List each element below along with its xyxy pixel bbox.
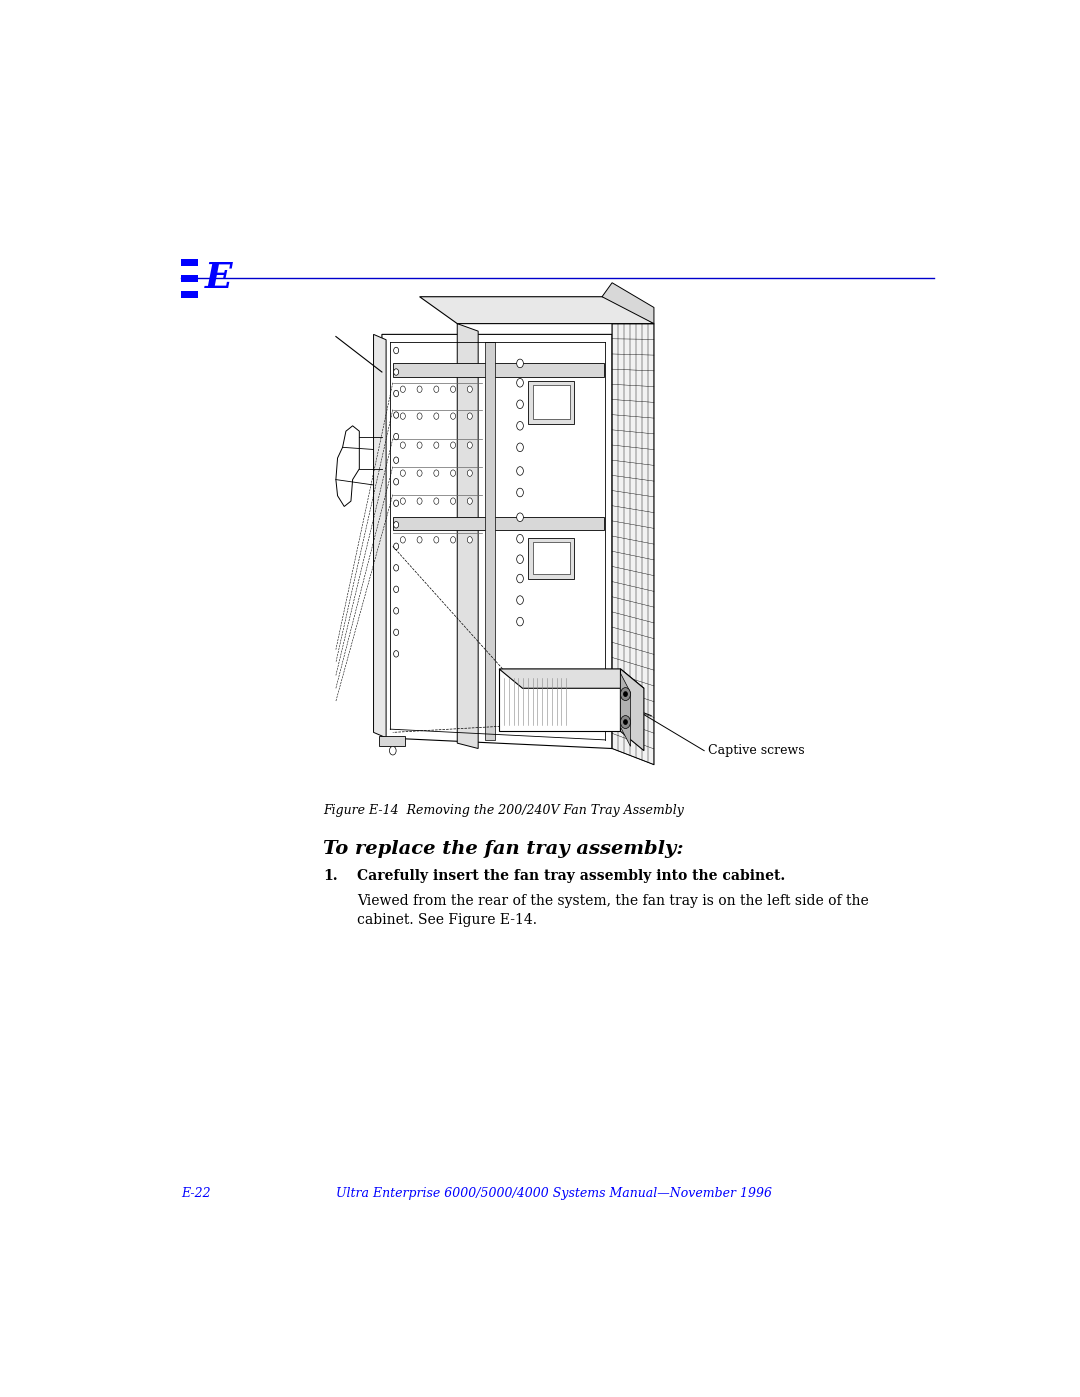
Polygon shape (620, 669, 644, 750)
Circle shape (393, 564, 399, 571)
Circle shape (434, 441, 438, 448)
Circle shape (393, 390, 399, 397)
Text: E-22: E-22 (181, 1187, 211, 1200)
Circle shape (516, 617, 524, 626)
Bar (528, 538, 575, 578)
Circle shape (468, 386, 472, 393)
Polygon shape (382, 334, 612, 749)
Circle shape (417, 414, 422, 419)
Circle shape (417, 536, 422, 543)
Circle shape (624, 719, 627, 724)
Circle shape (450, 441, 456, 448)
Circle shape (624, 692, 627, 696)
Circle shape (468, 414, 472, 419)
Circle shape (434, 469, 438, 476)
Circle shape (516, 379, 524, 387)
Polygon shape (612, 324, 653, 764)
Circle shape (516, 400, 524, 408)
Circle shape (516, 422, 524, 430)
Bar (379, 736, 405, 746)
Circle shape (393, 433, 399, 440)
Circle shape (401, 497, 405, 504)
Circle shape (450, 469, 456, 476)
Circle shape (434, 386, 438, 393)
Bar (532, 386, 570, 419)
Circle shape (516, 488, 524, 497)
Text: Ultra Enterprise 6000/5000/4000 Systems Manual—November 1996: Ultra Enterprise 6000/5000/4000 Systems … (336, 1187, 771, 1200)
Bar (532, 542, 570, 574)
Circle shape (390, 746, 396, 754)
Polygon shape (457, 324, 478, 749)
Text: Figure E-14  Removing the 200/240V Fan Tray Assembly: Figure E-14 Removing the 200/240V Fan Tr… (323, 805, 685, 817)
Circle shape (620, 715, 631, 728)
Circle shape (516, 467, 524, 475)
Circle shape (417, 441, 422, 448)
Circle shape (401, 386, 405, 393)
Polygon shape (602, 282, 653, 324)
Circle shape (401, 536, 405, 543)
Circle shape (516, 555, 524, 563)
Circle shape (401, 469, 405, 476)
Circle shape (516, 535, 524, 543)
Bar (181, 292, 198, 298)
Circle shape (401, 441, 405, 448)
Bar (393, 363, 604, 377)
Circle shape (434, 414, 438, 419)
Circle shape (468, 536, 472, 543)
Circle shape (393, 348, 399, 353)
Bar (528, 380, 575, 423)
Circle shape (450, 386, 456, 393)
Circle shape (393, 608, 399, 615)
Circle shape (468, 469, 472, 476)
Polygon shape (620, 673, 631, 746)
Circle shape (393, 412, 399, 418)
Polygon shape (499, 669, 620, 731)
Circle shape (516, 595, 524, 605)
Polygon shape (336, 426, 360, 507)
Bar (393, 517, 604, 529)
Text: cabinet. See Figure E-14.: cabinet. See Figure E-14. (356, 914, 537, 928)
Text: E: E (204, 261, 232, 295)
Bar (485, 342, 495, 740)
Circle shape (450, 414, 456, 419)
Circle shape (516, 443, 524, 451)
Circle shape (468, 441, 472, 448)
Circle shape (393, 369, 399, 376)
Text: Captive screws: Captive screws (708, 745, 805, 757)
Text: Carefully insert the fan tray assembly into the cabinet.: Carefully insert the fan tray assembly i… (356, 869, 785, 883)
Circle shape (468, 497, 472, 504)
Circle shape (450, 536, 456, 543)
Polygon shape (374, 334, 387, 738)
Circle shape (450, 497, 456, 504)
Circle shape (417, 497, 422, 504)
Bar (181, 258, 198, 265)
Circle shape (393, 543, 399, 549)
Polygon shape (420, 296, 653, 324)
Text: 1.: 1. (323, 869, 338, 883)
Circle shape (393, 457, 399, 464)
Circle shape (393, 587, 399, 592)
Bar (181, 275, 198, 282)
Circle shape (393, 479, 399, 485)
Circle shape (516, 359, 524, 367)
Text: Viewed from the rear of the system, the fan tray is on the left side of the: Viewed from the rear of the system, the … (356, 894, 868, 908)
Polygon shape (499, 669, 644, 689)
Circle shape (393, 500, 399, 507)
Circle shape (434, 536, 438, 543)
Circle shape (393, 651, 399, 657)
Text: To replace the fan tray assembly:: To replace the fan tray assembly: (323, 840, 684, 858)
Circle shape (393, 521, 399, 528)
Circle shape (393, 629, 399, 636)
Circle shape (417, 386, 422, 393)
Circle shape (516, 513, 524, 521)
Circle shape (516, 574, 524, 583)
Circle shape (620, 687, 631, 700)
Circle shape (434, 497, 438, 504)
Circle shape (417, 469, 422, 476)
Circle shape (401, 414, 405, 419)
